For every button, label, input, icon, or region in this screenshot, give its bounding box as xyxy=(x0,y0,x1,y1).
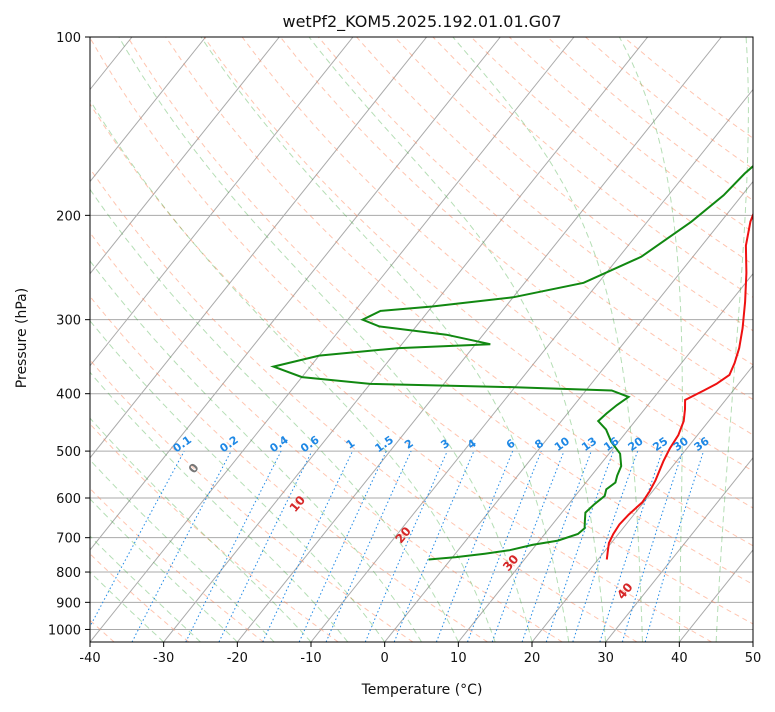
isotherm-line xyxy=(385,37,775,642)
x-tick-label: 30 xyxy=(597,651,614,666)
mixing-ratio-line xyxy=(326,451,411,642)
isotherm-line xyxy=(0,37,353,642)
isotherm-line xyxy=(0,37,279,642)
mixing-ratio-label: 0.1 xyxy=(171,433,194,455)
dry-adiabat-line xyxy=(0,37,264,642)
mixing-ratio-label: 0.4 xyxy=(267,433,291,455)
moist-adiabat-line xyxy=(453,37,643,642)
y-tick-label: 900 xyxy=(56,596,81,611)
mixing-ratio-label: 3 xyxy=(438,437,452,452)
x-tick-label: 0 xyxy=(381,651,389,666)
dry-adiabat-line xyxy=(433,37,775,642)
temperature-profile xyxy=(607,37,775,560)
mixing-ratio-label: 1 xyxy=(344,437,358,452)
moist-adiabat-line xyxy=(0,37,385,642)
isotherm-line xyxy=(16,37,500,642)
x-tick-label: 50 xyxy=(745,651,762,666)
y-tick-label: 600 xyxy=(56,492,81,507)
mixing-ratio-line xyxy=(263,451,353,642)
isotherm-line xyxy=(311,37,775,642)
y-tick-label: 400 xyxy=(56,388,81,403)
x-tick-label: 20 xyxy=(524,651,541,666)
mixing-ratio-label: 4 xyxy=(465,437,479,452)
x-axis-label: Temperature (°C) xyxy=(361,682,483,698)
dry-adiabat-line xyxy=(318,37,775,642)
mixing-ratio-line xyxy=(622,451,683,642)
moist-adiabat-line xyxy=(619,37,682,642)
mixing-ratio-line xyxy=(394,451,474,642)
dry-adiabat-line xyxy=(90,37,775,642)
mixing-ratio-line xyxy=(186,451,281,642)
y-tick-label: 200 xyxy=(56,209,81,224)
isotherm-line xyxy=(753,37,775,642)
dry-adiabat-label: 40 xyxy=(614,580,635,602)
isotherm-line xyxy=(0,37,206,642)
x-tick-label: 10 xyxy=(450,651,467,666)
y-tick-label: 1000 xyxy=(48,623,81,638)
y-tick-label: 300 xyxy=(56,314,81,329)
y-axis-label: Pressure (hPa) xyxy=(14,288,30,388)
dry-adiabat-line xyxy=(0,37,338,642)
y-tick-label: 700 xyxy=(56,532,81,547)
moist-adiabat-line xyxy=(0,37,348,642)
moist-adiabat-line xyxy=(0,37,201,642)
dry-adiabat-line xyxy=(357,37,775,642)
mixing-ratio-line xyxy=(522,451,591,642)
dry-adiabat-line xyxy=(395,37,775,642)
x-tick-label: 40 xyxy=(671,651,688,666)
grid-layer xyxy=(0,37,775,642)
moist-adiabat-line xyxy=(0,37,237,642)
isotherm-line xyxy=(679,37,775,642)
dry-adiabat-line xyxy=(509,37,775,642)
x-tick-label: -10 xyxy=(300,651,321,666)
mixing-ratio-line xyxy=(645,451,703,642)
y-tick-label: 800 xyxy=(56,566,81,581)
mixing-ratio-label: 6 xyxy=(504,437,518,452)
isotherm-line xyxy=(606,37,775,642)
mixing-ratio-label: 1.5 xyxy=(373,433,396,455)
y-tick-label: 500 xyxy=(56,445,81,460)
dry-adiabat-line xyxy=(0,37,488,642)
chart-title: wetPf2_KOM5.2025.192.01.01.G07 xyxy=(282,12,561,32)
x-tick-label: -30 xyxy=(153,651,174,666)
dry-adiabat-line xyxy=(471,37,775,642)
y-tick-label: 100 xyxy=(56,31,81,46)
mixing-ratio-line xyxy=(299,451,386,642)
mixing-ratio-line xyxy=(365,451,447,642)
x-tick-label: -20 xyxy=(227,651,248,666)
dry-adiabat-label: 10 xyxy=(287,493,308,515)
x-tick-label: -40 xyxy=(79,651,100,666)
isotherm-line xyxy=(0,37,427,642)
mixing-ratio-label: 0.6 xyxy=(298,433,322,455)
mixing-ratio-line xyxy=(219,451,312,642)
isotherm-line xyxy=(237,37,721,642)
moist-adiabat-line xyxy=(55,37,495,642)
mixing-ratio-line xyxy=(468,451,542,642)
mixing-ratio-label: 8 xyxy=(532,437,546,452)
moist-adiabat-line xyxy=(716,37,748,642)
mixing-ratio-label: 2 xyxy=(402,437,416,452)
dry-adiabat-label: 20 xyxy=(392,524,413,546)
dry-adiabat-line xyxy=(13,37,637,642)
